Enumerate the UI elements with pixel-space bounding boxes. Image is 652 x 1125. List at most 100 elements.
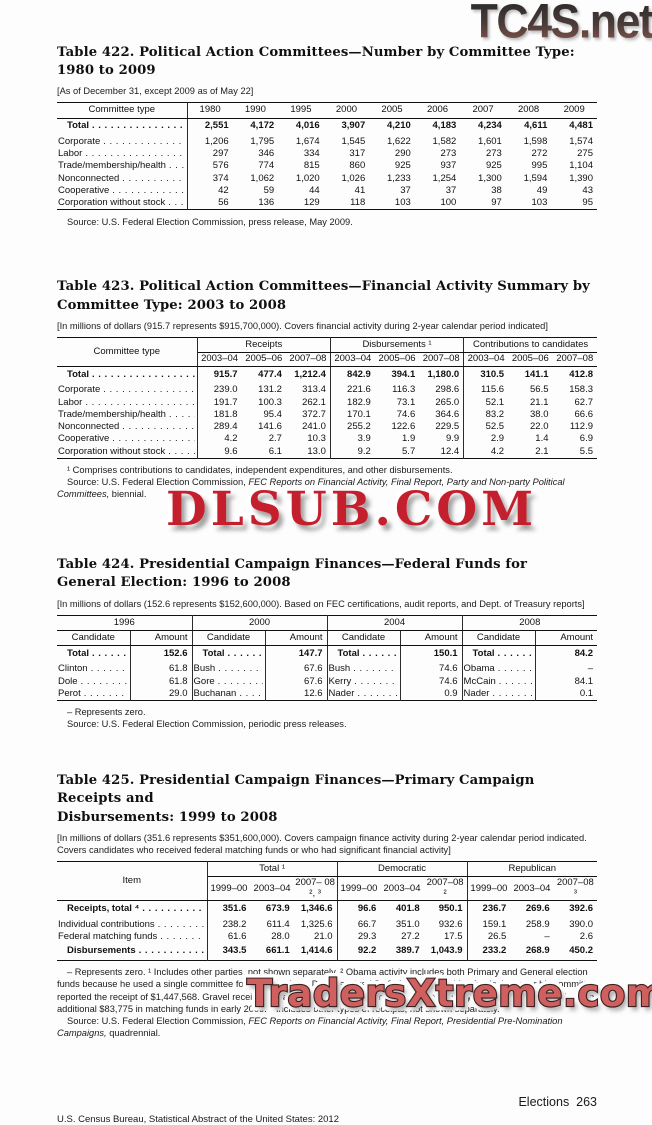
data-cell: 74.6 bbox=[396, 408, 416, 420]
data-cell: 4,611 bbox=[524, 120, 548, 132]
data-cell: 5.7 bbox=[402, 445, 416, 457]
row-label: Nonconnected. . . . . . . . . . . . . . … bbox=[57, 421, 198, 434]
data-cell: 147.7 bbox=[265, 645, 328, 664]
column-header-committee-type: Committee type bbox=[57, 102, 188, 119]
data-cell: 673.9 bbox=[265, 902, 290, 914]
table-row: Cooperative. . . . . . . . . . . . . . .… bbox=[57, 184, 597, 198]
table-423-title: Table 423. Political Action Committees—F… bbox=[57, 278, 597, 314]
data-cell: 351.0 bbox=[395, 918, 420, 930]
column-header-candidate: Candidate bbox=[327, 630, 401, 647]
data-cell: 1,795 bbox=[250, 135, 275, 147]
data-cell: 100.3 bbox=[258, 396, 282, 408]
column-header-period: 2007–08 ³ bbox=[553, 876, 597, 902]
column-header-period: 2003–04 bbox=[463, 352, 509, 368]
data-cell: 925 bbox=[394, 160, 411, 172]
data-cell: 152.6 bbox=[130, 645, 193, 664]
data-cell: 17.5 bbox=[423, 930, 468, 944]
data-cell: 273 bbox=[440, 148, 457, 160]
table-422-section: Table 422. Political Action Committees—N… bbox=[57, 44, 597, 228]
table-row: Disbursements. . . . . . . . . . . . . .… bbox=[57, 943, 597, 961]
column-header-period: 2007– 08 ², ³ bbox=[293, 876, 338, 902]
data-cell: 61.6 bbox=[227, 930, 247, 942]
data-cell: 2,551 bbox=[204, 120, 229, 132]
data-cell: 932.6 bbox=[423, 918, 468, 931]
row-label: Clinton. . . . . . . . . . . . . . . . .… bbox=[57, 663, 131, 676]
data-cell: 21.1 bbox=[530, 396, 549, 408]
column-header-period: 2007–08 bbox=[419, 352, 465, 368]
data-cell: 159.1 bbox=[482, 918, 507, 930]
table-424-body: Total. . . . . . . . . . . . . . . . . .… bbox=[57, 645, 597, 701]
table-425: Item Total ¹ Democratic Republican 1999–… bbox=[57, 860, 597, 962]
data-cell: 2.1 bbox=[535, 445, 549, 457]
data-cell: 2.6 bbox=[579, 930, 593, 942]
data-cell: 22.0 bbox=[530, 421, 549, 433]
row-label: Nonconnected. . . . . . . . . . . . . . … bbox=[57, 172, 188, 185]
table-row: Trade/membership/health. . . . . . . . .… bbox=[57, 160, 597, 173]
table-424-section: Table 424. Presidential Campaign Finance… bbox=[57, 556, 598, 730]
data-cell: 289.4 bbox=[213, 421, 238, 433]
row-label: Disbursements. . . . . . . . . . . . . .… bbox=[57, 943, 208, 961]
column-header-period: 2003–04 bbox=[330, 352, 375, 368]
table-424-footnotes: – Represents zero. Source: U.S. Federal … bbox=[57, 706, 597, 730]
table-row: Nonconnected. . . . . . . . . . . . . . … bbox=[57, 172, 597, 185]
table-row: Corporation without stock. . . . . . . .… bbox=[57, 445, 597, 459]
data-cell: 52.1 bbox=[485, 396, 505, 408]
data-cell: 37 bbox=[445, 184, 457, 196]
data-cell: 21.0 bbox=[293, 930, 338, 944]
column-header-year: 1980 bbox=[187, 102, 233, 119]
row-label: Corporation without stock. . . . . . . .… bbox=[57, 445, 198, 459]
data-cell: 265.0 bbox=[419, 396, 465, 409]
row-label: Labor. . . . . . . . . . . . . . . . . .… bbox=[57, 396, 198, 409]
column-group-2008: 2008 bbox=[462, 615, 598, 631]
table-424-title: Table 424. Presidential Campaign Finance… bbox=[57, 556, 597, 592]
data-cell: 412.8 bbox=[569, 368, 593, 380]
table-425-section: Table 425. Presidential Campaign Finance… bbox=[57, 772, 597, 1039]
data-cell: 6.9 bbox=[579, 433, 593, 445]
title-line-2: Committee Type: 2003 to 2008 bbox=[57, 297, 287, 313]
column-header-candidate: Candidate bbox=[57, 630, 131, 647]
data-cell: 1,020 bbox=[295, 172, 320, 184]
data-cell: 118 bbox=[350, 197, 366, 209]
data-cell: 56.5 bbox=[530, 384, 549, 396]
column-header-committee-type: Committee type bbox=[57, 337, 198, 368]
data-cell: 5.5 bbox=[579, 445, 593, 457]
data-cell: 112.9 bbox=[569, 421, 593, 433]
data-cell: 13.0 bbox=[285, 445, 331, 459]
data-cell: 1,545 bbox=[341, 135, 366, 147]
footnote-1: ¹ Comprises contributions to candidates,… bbox=[67, 464, 453, 475]
data-cell: 275 bbox=[577, 148, 593, 160]
row-label: Trade/membership/health. . . . . . . . .… bbox=[57, 408, 198, 422]
data-cell: 1.9 bbox=[402, 433, 416, 445]
table-425-body: Receipts, total ⁴. . . . . . . . . . . .… bbox=[57, 900, 597, 961]
data-cell: 576 bbox=[212, 160, 229, 172]
table-424: 1996 2000 2004 2008 Candidate Amount Can… bbox=[57, 614, 598, 702]
row-label: Corporation without stock. . . . . . . .… bbox=[57, 197, 188, 210]
table-row: Total. . . . . . . . . . . . . . . . . .… bbox=[57, 645, 597, 664]
data-cell: 995 bbox=[531, 160, 548, 172]
column-header-year: 2000 bbox=[323, 102, 370, 119]
data-cell: 3,907 bbox=[341, 120, 366, 132]
data-cell: 129 bbox=[303, 197, 320, 209]
row-label: Total. . . . . . . . . . . . . . . . . .… bbox=[57, 118, 188, 136]
row-label: McCain. . . . . . . . . . . . . . . . . … bbox=[462, 675, 536, 688]
table-424-header: 1996 2000 2004 2008 Candidate Amount Can… bbox=[57, 615, 598, 647]
census-credit-line: U.S. Census Bureau, Statistical Abstract… bbox=[57, 1113, 339, 1125]
table-row: Corporation without stock. . . . . . . .… bbox=[57, 197, 597, 210]
row-label: Kerry. . . . . . . . . . . . . . . . . .… bbox=[327, 675, 401, 688]
data-cell: 61.8 bbox=[130, 675, 193, 688]
data-cell: 100 bbox=[440, 197, 457, 209]
data-cell: 233.2 bbox=[482, 944, 507, 956]
data-cell: 43 bbox=[582, 184, 593, 196]
row-label: Dole. . . . . . . . . . . . . . . . . . … bbox=[57, 675, 131, 688]
data-cell: 116.3 bbox=[392, 384, 416, 396]
data-cell: 351.6 bbox=[222, 902, 247, 914]
data-cell: 1,212.4 bbox=[285, 366, 331, 385]
table-row: Total. . . . . . . . . . . . . . . . . .… bbox=[57, 118, 597, 136]
column-header-amount: Amount bbox=[400, 630, 463, 647]
data-cell: 6.1 bbox=[268, 445, 282, 457]
data-cell: 115.6 bbox=[481, 384, 505, 396]
row-label: Total. . . . . . . . . . . . . . . . . .… bbox=[192, 645, 266, 664]
data-cell: 83.2 bbox=[485, 408, 505, 420]
data-cell: 9.6 bbox=[224, 445, 238, 457]
data-cell: 860 bbox=[349, 160, 366, 172]
